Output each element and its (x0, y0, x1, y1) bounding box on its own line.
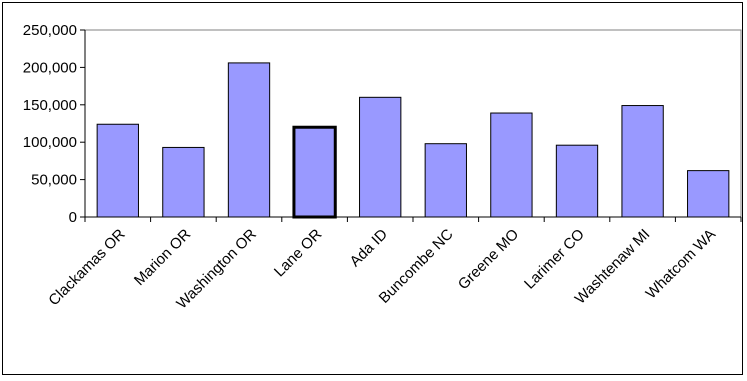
y-tick-label: 100,000 (23, 134, 77, 151)
y-tick-label: 200,000 (23, 59, 77, 76)
bar (687, 170, 730, 218)
bars (96, 62, 730, 219)
x-tick-label: Greene MO (455, 226, 522, 293)
x-tick-label: Larimer CO (521, 226, 588, 293)
chart-frame: 0 50,000 100,000 150,000 200,000 250,000 Clac… (2, 2, 743, 375)
bar (162, 146, 205, 218)
bar (96, 123, 139, 218)
y-axis: 0 50,000 100,000 150,000 200,000 250,000 (23, 22, 86, 226)
x-tick-label: Marion OR (131, 226, 194, 289)
x-tick-label: Clackamas OR (45, 226, 128, 309)
y-tick-label: 0 (69, 209, 77, 226)
bar-highlighted (292, 125, 337, 219)
x-tick-label: Lane OR (271, 226, 326, 281)
bar (359, 96, 402, 218)
x-tick-label: Ada ID (347, 226, 392, 271)
y-tick-label: 50,000 (31, 172, 77, 189)
bar (424, 143, 467, 218)
y-tick-label: 150,000 (23, 97, 77, 114)
x-tick-label: Whatcom WA (643, 226, 719, 302)
bar (227, 62, 271, 218)
bar (555, 144, 599, 218)
bar (621, 105, 664, 218)
bar-chart: 0 50,000 100,000 150,000 200,000 250,000 Clac… (23, 22, 742, 312)
bar (490, 112, 533, 218)
y-tick-label: 250,000 (23, 22, 77, 39)
